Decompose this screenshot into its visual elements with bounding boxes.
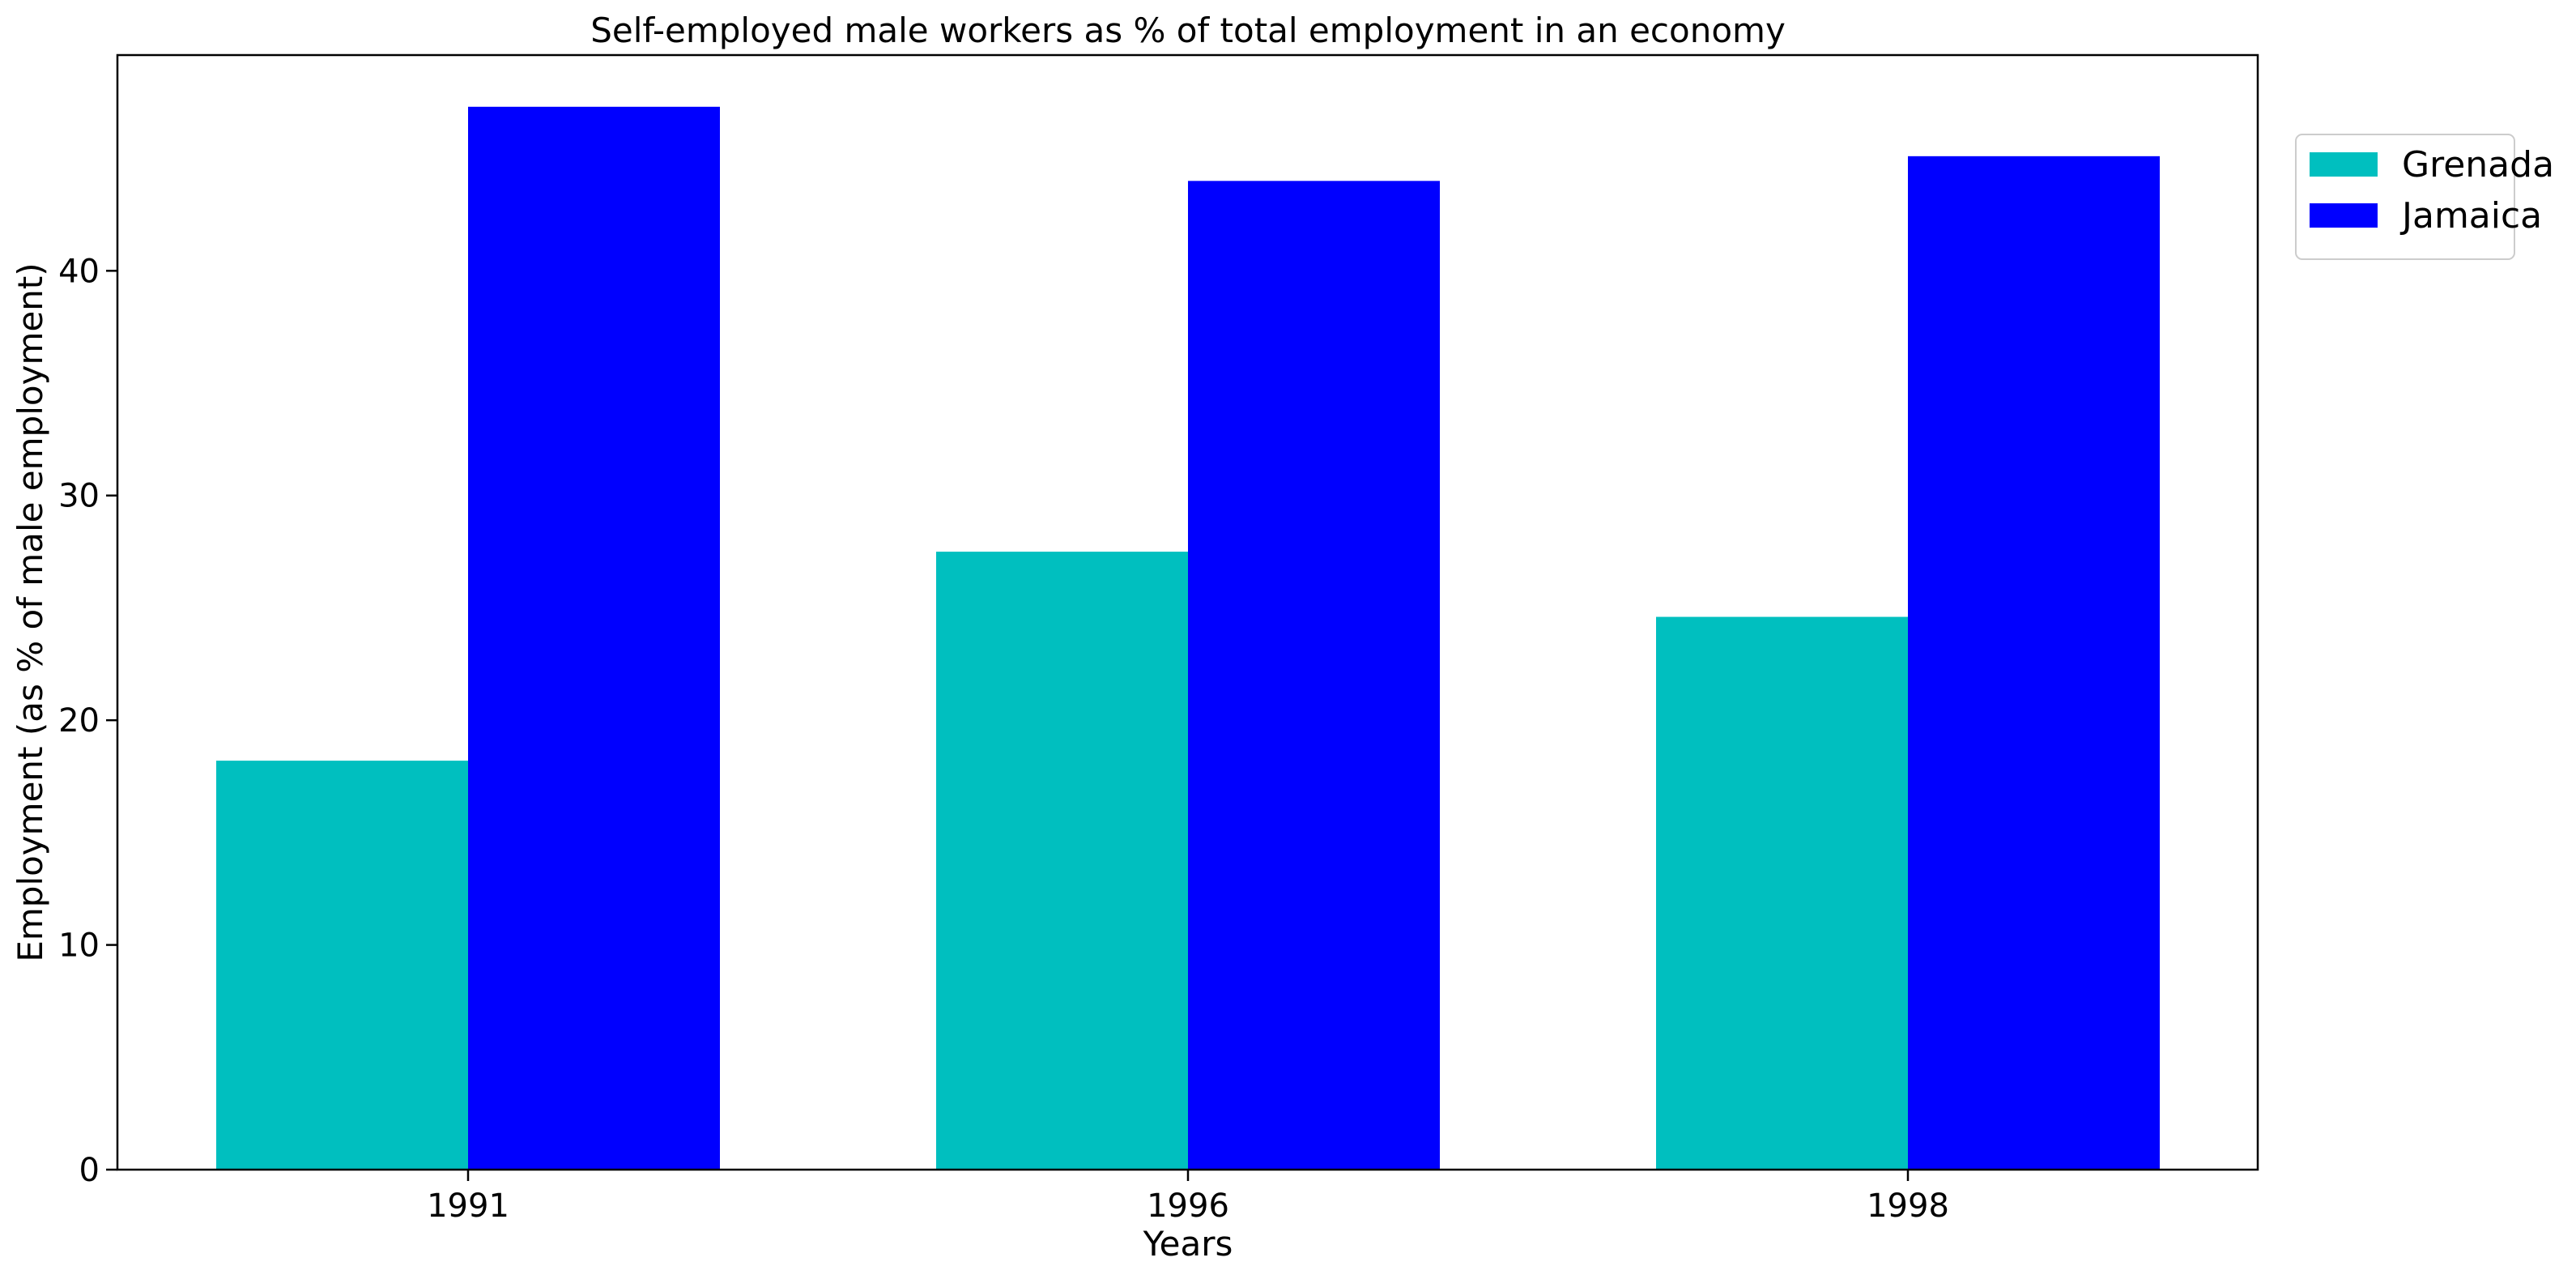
legend-label-grenada: Grenada [2402, 144, 2554, 185]
bar-grenada-1996 [936, 552, 1188, 1170]
x-tick-label: 1996 [1147, 1187, 1229, 1225]
y-tick-label: 10 [58, 927, 100, 965]
y-tick-label: 0 [79, 1152, 100, 1189]
legend-label-jamaica: Jamaica [2399, 195, 2542, 237]
bar-jamaica-1991 [468, 106, 720, 1170]
chart-title: Self-employed male workers as % of total… [590, 11, 1786, 50]
bar-grenada-1998 [1656, 616, 1908, 1170]
bar-jamaica-1996 [1188, 181, 1440, 1170]
legend: Grenada Jamaica [2295, 134, 2554, 260]
bar-grenada-1991 [216, 761, 468, 1170]
y-tick-label: 40 [58, 253, 100, 290]
bar-jamaica-1998 [1908, 156, 2160, 1170]
bars-layer [216, 106, 2160, 1170]
x-axis-label: Years [1143, 1224, 1233, 1264]
x-tick-label: 1991 [427, 1187, 509, 1225]
legend-swatch-jamaica [2310, 203, 2378, 228]
x-tick-label: 1998 [1867, 1187, 1949, 1225]
y-tick-label: 20 [58, 702, 100, 740]
plot-frame [116, 53, 2259, 1171]
legend-swatch-grenada [2310, 152, 2378, 177]
legend-entries: Grenada Jamaica [2310, 144, 2554, 237]
y-axis-label: Employment (as % of male employment) [11, 262, 50, 961]
ticks-layer: 1991 1996 1998 0 10 20 30 40 [58, 253, 1949, 1225]
y-tick-label: 30 [58, 478, 100, 515]
